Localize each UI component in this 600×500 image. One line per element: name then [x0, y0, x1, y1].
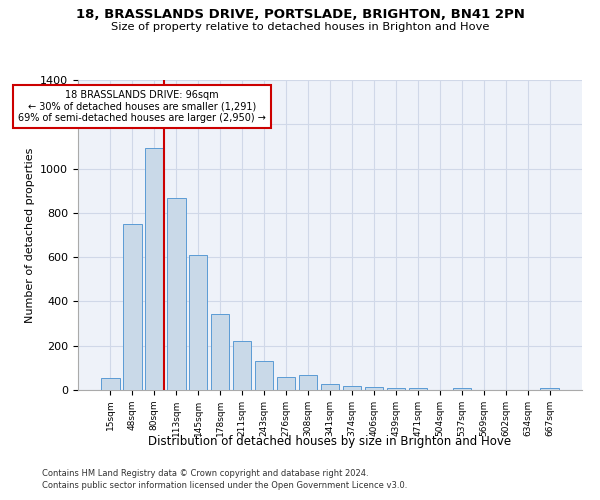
Bar [320, 384, 340, 390]
Text: Distribution of detached houses by size in Brighton and Hove: Distribution of detached houses by size … [148, 435, 512, 448]
Bar [255, 361, 274, 390]
Bar [343, 386, 361, 390]
Text: Size of property relative to detached houses in Brighton and Hove: Size of property relative to detached ho… [111, 22, 489, 32]
Bar [189, 255, 208, 390]
Text: 18 BRASSLANDS DRIVE: 96sqm
← 30% of detached houses are smaller (1,291)
69% of s: 18 BRASSLANDS DRIVE: 96sqm ← 30% of deta… [18, 90, 266, 123]
Text: 18, BRASSLANDS DRIVE, PORTSLADE, BRIGHTON, BN41 2PN: 18, BRASSLANDS DRIVE, PORTSLADE, BRIGHTO… [76, 8, 524, 20]
Text: Contains HM Land Registry data © Crown copyright and database right 2024.: Contains HM Land Registry data © Crown c… [42, 468, 368, 477]
Bar [277, 376, 295, 390]
Bar [211, 314, 229, 390]
Y-axis label: Number of detached properties: Number of detached properties [25, 148, 35, 322]
Text: Contains public sector information licensed under the Open Government Licence v3: Contains public sector information licen… [42, 481, 407, 490]
Bar [299, 374, 317, 390]
Bar [233, 341, 251, 390]
Bar [541, 388, 559, 390]
Bar [365, 387, 383, 390]
Bar [167, 198, 185, 390]
Bar [409, 388, 427, 390]
Bar [145, 148, 164, 390]
Bar [452, 388, 471, 390]
Bar [386, 388, 405, 390]
Bar [101, 378, 119, 390]
Bar [123, 224, 142, 390]
